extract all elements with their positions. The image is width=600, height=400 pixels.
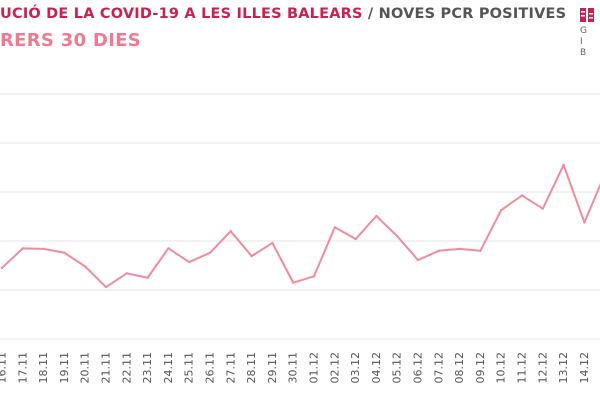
- data-point: [63, 251, 66, 254]
- data-point: [292, 281, 295, 284]
- govern-logo: G I B: [578, 8, 600, 58]
- data-point: [437, 249, 440, 252]
- data-point: [167, 247, 170, 250]
- logo-line: I: [580, 37, 583, 47]
- gridlines: [0, 93, 600, 340]
- data-point: [188, 260, 191, 264]
- x-tick-label: 26.11: [204, 352, 217, 384]
- data-point: [479, 249, 482, 252]
- x-tick-label: 25.11: [183, 352, 196, 384]
- x-tick-label: 05.12: [391, 352, 404, 384]
- x-tick-label: 19.11: [58, 352, 71, 384]
- logo-line: G: [580, 26, 587, 36]
- x-tick-label: 28.11: [245, 352, 258, 384]
- x-tick-label: 11.12: [516, 352, 529, 384]
- logo-mark-icon: [580, 8, 594, 22]
- data-point: [146, 276, 149, 279]
- x-tick-label: 17.11: [16, 352, 29, 384]
- data-point: [416, 258, 420, 262]
- title-main: UCIÓ DE LA COVID-19 A LES ILLES BALEARS: [0, 6, 363, 22]
- x-tick-label: 29.11: [266, 352, 279, 384]
- x-tick-label: 23.11: [141, 352, 154, 384]
- x-tick-label: 12.12: [536, 352, 549, 384]
- data-point: [541, 207, 544, 210]
- x-axis-tick-labels: 16.11 17.11 18.11 19.11 20.11 21.11 22.11 23.11…: [0, 352, 600, 384]
- data-point: [375, 214, 378, 218]
- x-tick-label: 02.12: [328, 352, 341, 384]
- series-line: [1, 164, 600, 289]
- data-point: [562, 163, 565, 167]
- data-point: [125, 272, 128, 275]
- x-tick-label: 04.12: [370, 352, 383, 384]
- data-point: [333, 226, 336, 229]
- x-tick-label: 08.12: [453, 352, 466, 384]
- data-point: [500, 208, 503, 212]
- x-tick-label: 21.11: [100, 352, 113, 384]
- logo-text: G I B: [580, 26, 587, 59]
- title-metric: NOVES PCR POSITIVES: [378, 6, 567, 22]
- x-tick-label: 15.12: [599, 352, 600, 384]
- data-points: [0, 163, 586, 289]
- x-tick-label: 03.12: [349, 352, 362, 384]
- data-point: [42, 247, 45, 251]
- data-point: [208, 251, 212, 254]
- data-point: [104, 285, 108, 289]
- logo-line: B: [580, 48, 587, 58]
- data-point: [354, 237, 357, 241]
- chart-title: UCIÓ DE LA COVID-19 A LES ILLES BALEARS …: [0, 6, 566, 22]
- data-point: [229, 230, 232, 233]
- data-point: [520, 194, 524, 197]
- x-tick-label: 24.11: [162, 352, 175, 384]
- x-tick-label: 16.11: [0, 352, 9, 384]
- chart-subtitle: RERS 30 DIES: [0, 30, 142, 51]
- x-tick-label: 07.12: [432, 352, 445, 384]
- data-point: [0, 266, 4, 270]
- data-point: [250, 254, 253, 258]
- x-tick-label: 18.11: [37, 352, 50, 384]
- x-tick-label: 30.11: [287, 352, 300, 384]
- x-tick-label: 06.12: [412, 352, 425, 384]
- data-point: [458, 247, 461, 251]
- x-tick-label: 22.11: [120, 352, 133, 384]
- data-point: [583, 221, 586, 224]
- x-tick-label: 27.11: [224, 352, 237, 384]
- x-tick-label: 13.12: [557, 352, 570, 384]
- x-tick-label: 20.11: [79, 352, 92, 384]
- data-point: [21, 247, 24, 250]
- data-point: [271, 241, 274, 245]
- x-tick-label: 14.12: [578, 352, 591, 384]
- x-tick-label: 09.12: [474, 352, 487, 384]
- x-tick-label: 01.12: [308, 352, 321, 384]
- data-point: [396, 234, 399, 238]
- x-tick-label: 10.12: [495, 352, 508, 384]
- data-point: [312, 275, 316, 278]
- data-point: [84, 265, 87, 268]
- title-separator: /: [367, 6, 374, 22]
